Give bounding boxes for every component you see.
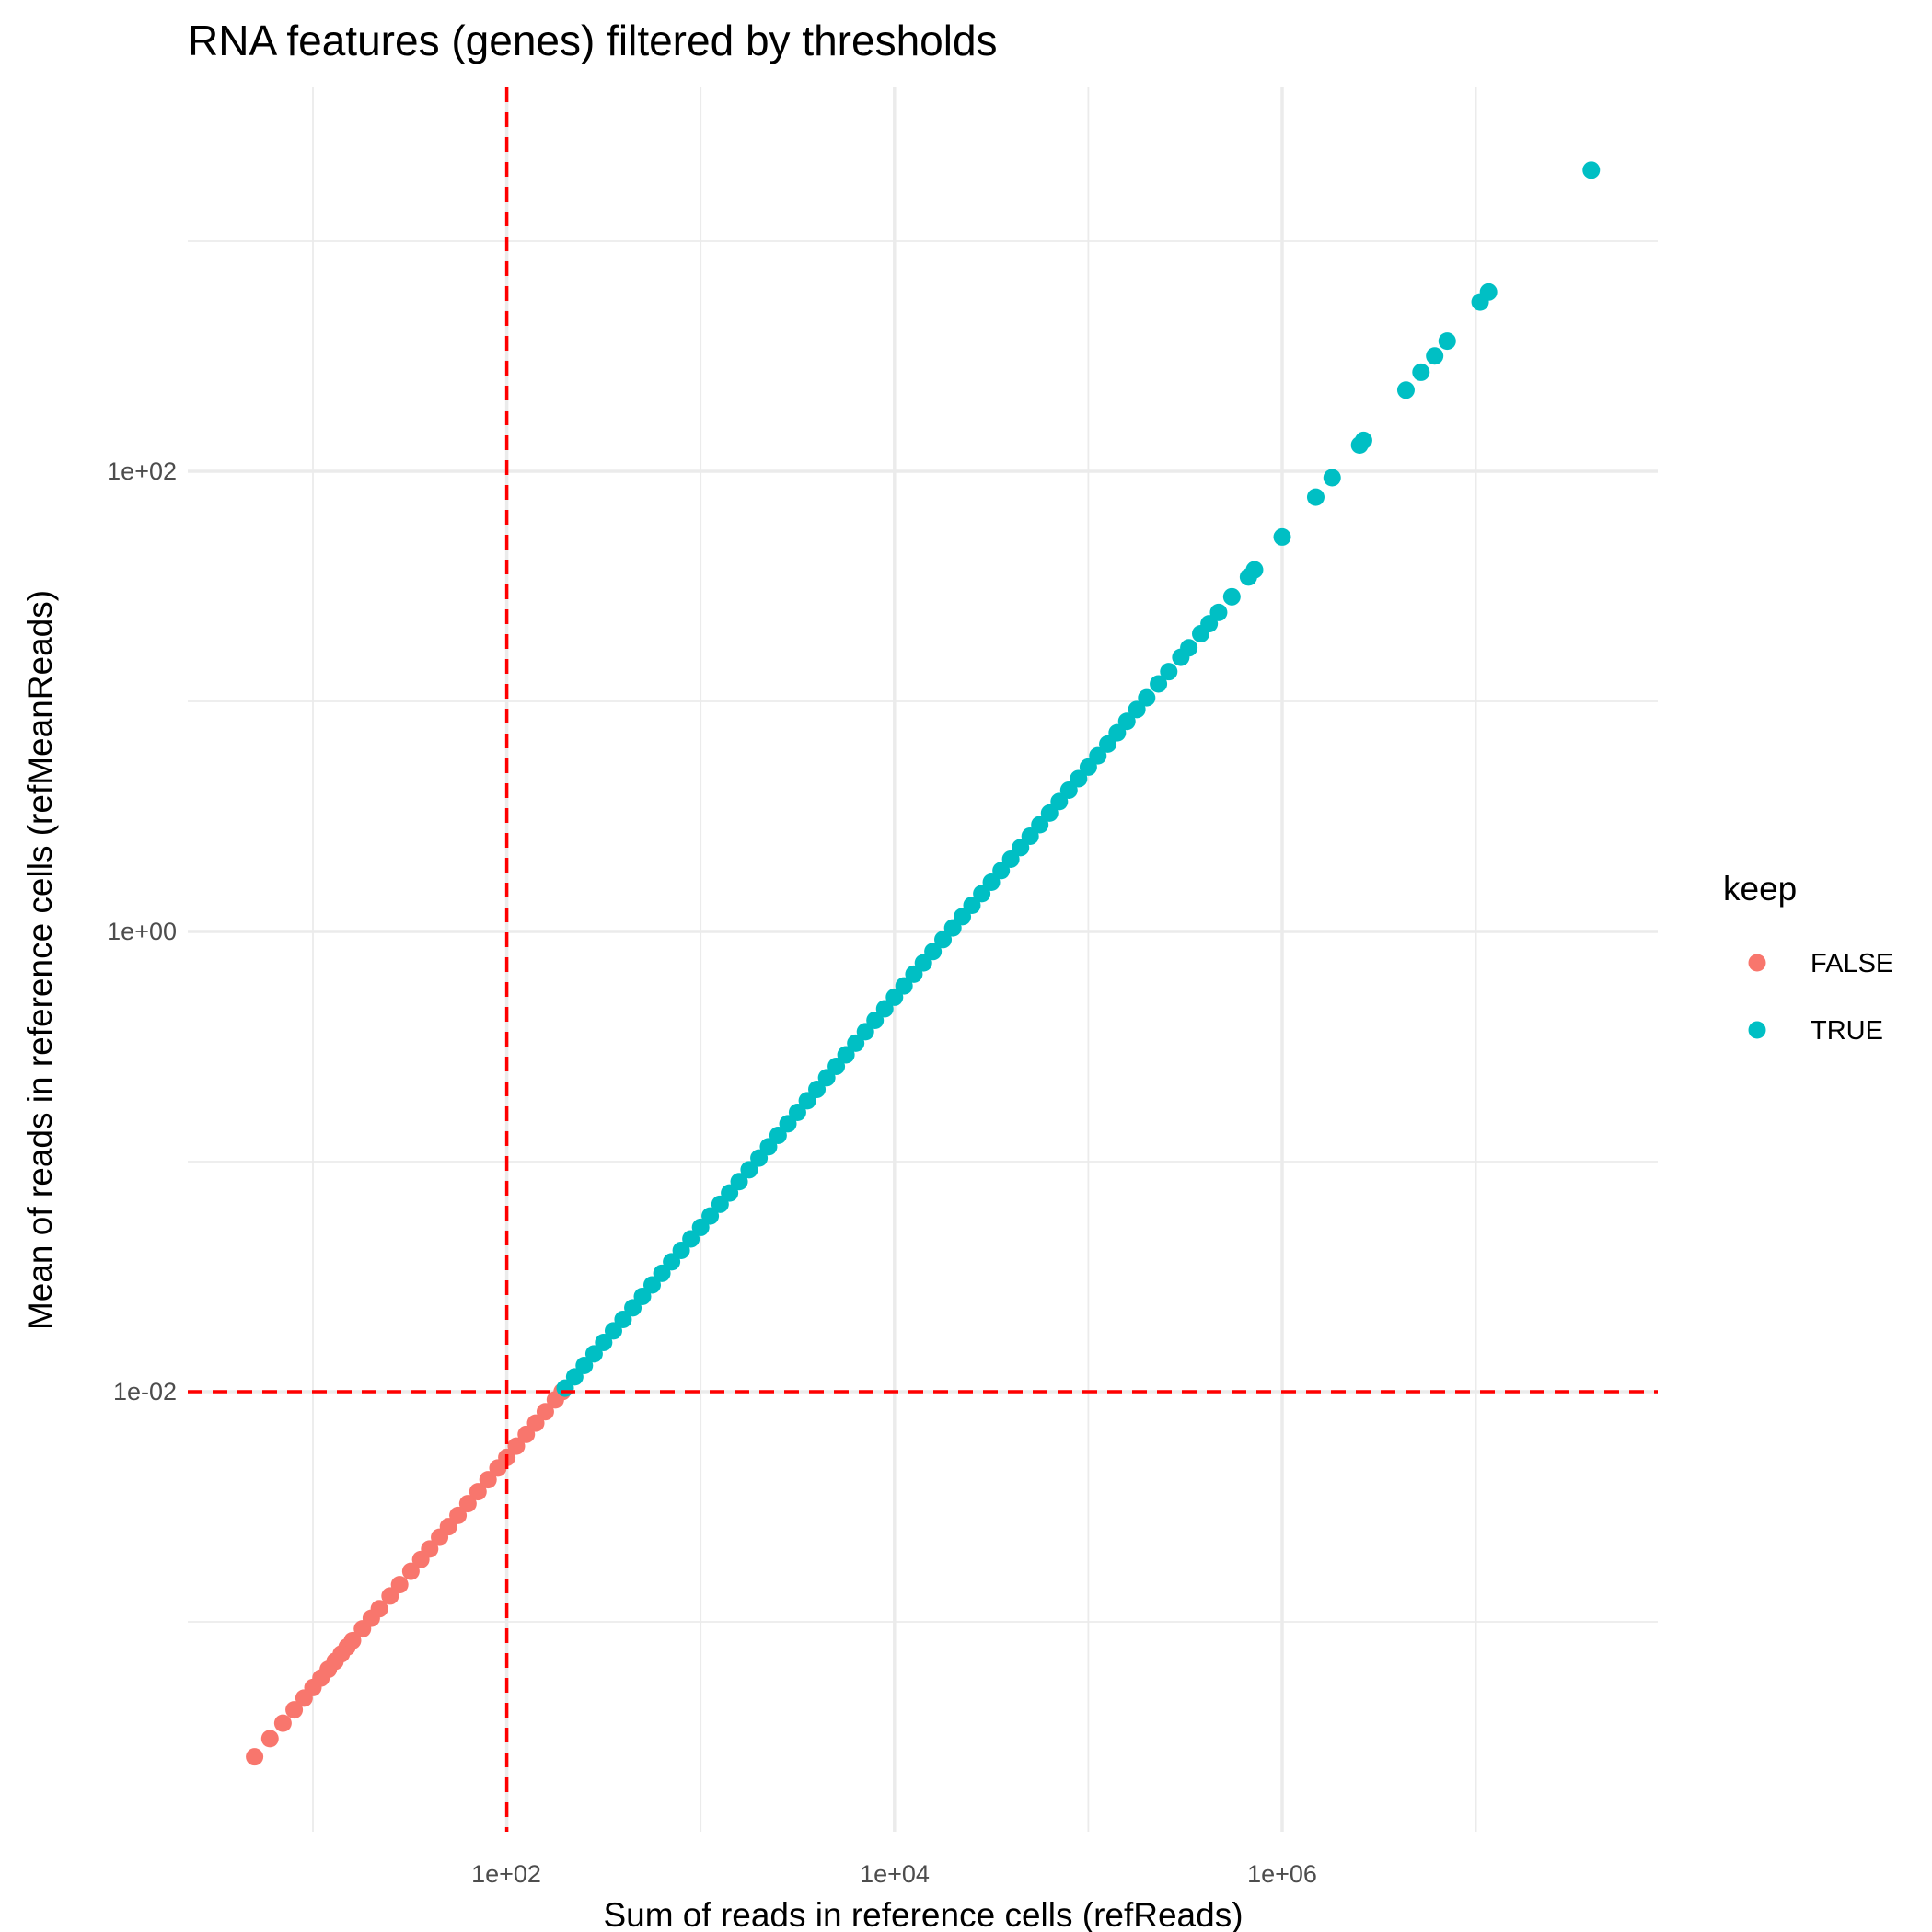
- data-point: [595, 1333, 613, 1351]
- data-point: [370, 1600, 388, 1618]
- data-point: [837, 1046, 855, 1064]
- data-point: [536, 1403, 554, 1421]
- data-point: [856, 1023, 874, 1041]
- data-point: [1117, 712, 1136, 731]
- data-point: [701, 1207, 720, 1225]
- data-point: [343, 1631, 362, 1649]
- x-tick-label: 1e+06: [1247, 1860, 1317, 1888]
- data-point: [507, 1437, 526, 1455]
- data-point: [788, 1103, 806, 1121]
- data-point: [1209, 603, 1228, 621]
- data-point: [982, 873, 1001, 891]
- data-point: [1040, 804, 1059, 822]
- data-point: [1412, 363, 1430, 381]
- data-point: [1070, 769, 1088, 788]
- data-point: [934, 931, 953, 949]
- points-layer: [246, 161, 1601, 1766]
- data-point: [808, 1080, 827, 1098]
- data-point: [866, 1011, 885, 1029]
- legend-title: keep: [1723, 870, 1797, 908]
- data-point: [1245, 561, 1264, 579]
- data-point: [740, 1161, 758, 1179]
- data-point: [1160, 663, 1178, 681]
- y-tick-label: 1e-02: [113, 1378, 177, 1406]
- data-point: [682, 1230, 700, 1248]
- data-point: [401, 1562, 420, 1580]
- data-point: [1479, 283, 1498, 301]
- legend-key-false: [1748, 954, 1766, 972]
- data-point: [624, 1299, 642, 1317]
- data-point: [1059, 781, 1078, 799]
- data-point: [449, 1506, 468, 1524]
- data-point: [1582, 161, 1601, 179]
- legend-key-true: [1748, 1021, 1766, 1039]
- data-point: [575, 1356, 594, 1374]
- data-point: [479, 1471, 497, 1489]
- legend-label-false: FALSE: [1811, 949, 1893, 978]
- data-point: [1180, 639, 1198, 657]
- data-point: [769, 1126, 787, 1144]
- data-point: [260, 1730, 279, 1748]
- data-point: [827, 1057, 846, 1075]
- data-point: [924, 943, 943, 961]
- data-point: [1396, 381, 1415, 399]
- data-point: [1001, 850, 1020, 868]
- data-point: [1138, 688, 1156, 707]
- data-point: [1306, 488, 1325, 506]
- data-point: [1354, 431, 1372, 449]
- data-point: [642, 1276, 661, 1294]
- data-point: [1012, 839, 1030, 857]
- data-point: [614, 1310, 632, 1328]
- data-point: [992, 862, 1011, 880]
- x-axis-title: Sum of reads in reference cells (refRead…: [603, 1896, 1243, 1932]
- data-point: [895, 977, 913, 995]
- legend: keep FALSE TRUE: [1723, 870, 1893, 1046]
- data-point: [421, 1540, 439, 1558]
- data-point: [798, 1092, 816, 1110]
- data-point: [1323, 469, 1341, 487]
- chart-title: RNA features (genes) filtered by thresho…: [188, 17, 998, 64]
- y-tick-label: 1e+02: [107, 457, 177, 485]
- data-point: [730, 1173, 748, 1191]
- threshold-lines: [188, 87, 1658, 1832]
- data-point: [1273, 527, 1291, 546]
- data-point: [653, 1264, 671, 1282]
- y-tick-label: 1e+00: [107, 918, 177, 945]
- data-point: [273, 1714, 292, 1732]
- data-point: [246, 1748, 264, 1766]
- series-true: [556, 161, 1601, 1397]
- x-tick-label: 1e+02: [471, 1860, 541, 1888]
- data-point: [1222, 587, 1241, 606]
- data-point: [847, 1034, 865, 1052]
- data-point: [1031, 816, 1049, 834]
- data-point: [1128, 700, 1146, 719]
- data-point: [1150, 675, 1168, 693]
- data-point: [604, 1322, 622, 1340]
- data-point: [672, 1241, 690, 1259]
- data-point: [1426, 347, 1444, 365]
- data-point: [1438, 332, 1456, 351]
- data-point: [963, 896, 981, 914]
- legend-label-true: TRUE: [1811, 1016, 1883, 1046]
- data-point: [663, 1253, 681, 1271]
- y-axis-title: Mean of reads in reference cells (refMea…: [21, 590, 59, 1330]
- data-point: [458, 1495, 477, 1513]
- data-point: [1050, 792, 1069, 811]
- data-point: [285, 1701, 304, 1719]
- data-point: [1021, 827, 1039, 845]
- data-point: [469, 1483, 487, 1501]
- data-point: [1089, 746, 1107, 765]
- data-point: [633, 1287, 652, 1305]
- data-point: [817, 1069, 836, 1087]
- data-point: [875, 1000, 894, 1018]
- data-point: [390, 1576, 409, 1594]
- series-false: [246, 1382, 572, 1766]
- x-tick-label: 1e+04: [860, 1860, 930, 1888]
